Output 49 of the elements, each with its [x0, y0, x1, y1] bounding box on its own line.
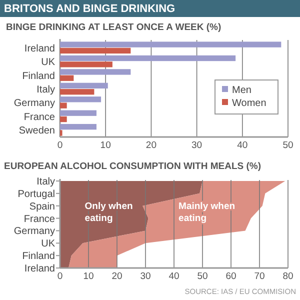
- x-tick-label: 0: [57, 271, 63, 282]
- legend-label: Men: [232, 85, 252, 96]
- y-tick-label: Finland: [22, 251, 55, 262]
- x-tick-label: 20: [146, 140, 156, 151]
- x-tick-label: 30: [192, 140, 202, 151]
- bar: [60, 89, 94, 95]
- y-tick-label: UK: [41, 238, 56, 250]
- y-tick-label: Italy: [36, 176, 55, 188]
- x-tick-label: 40: [237, 140, 248, 151]
- x-tick-label: 0: [57, 140, 63, 151]
- y-tick-label: Sweden: [18, 126, 55, 137]
- bar: [60, 75, 74, 81]
- bar: [60, 69, 131, 75]
- y-tick-label: France: [24, 214, 56, 225]
- chart-title: BRITONS AND BINGE DRINKING: [4, 3, 176, 15]
- y-tick-label: Finland: [22, 70, 55, 82]
- y-tick-label: Portugal: [18, 188, 55, 200]
- x-tick-label: 60: [226, 271, 236, 282]
- x-tick-label: 20: [112, 271, 122, 282]
- bar: [60, 55, 236, 62]
- x-tick-label: 40: [168, 271, 180, 282]
- y-tick-label: France: [24, 112, 56, 123]
- x-tick-label: 50: [197, 271, 208, 282]
- bar: [60, 62, 112, 68]
- y-tick-label: UK: [41, 57, 56, 68]
- x-tick-label: 80: [282, 271, 294, 282]
- bar: [60, 42, 282, 48]
- bar: [60, 116, 67, 122]
- x-tick-label: 10: [100, 140, 111, 151]
- bar: [60, 110, 96, 116]
- bar: [60, 124, 96, 130]
- y-tick-label: Italy: [36, 84, 55, 96]
- series-label: Only when eating: [84, 201, 134, 224]
- x-tick-label: 50: [282, 140, 294, 151]
- x-tick-label: 70: [254, 271, 265, 282]
- chart-subtitle: BINGE DRINKING AT LEAST ONCE A WEEK (%): [6, 22, 222, 33]
- y-tick-label: Spain: [29, 201, 55, 212]
- bar: [60, 48, 131, 54]
- y-tick-label: Ireland: [24, 264, 55, 274]
- y-tick-label: Germany: [14, 98, 55, 110]
- chart-title: EUROPEAN ALCOHOL CONSUMPTION WITH MEALS (%): [4, 161, 262, 172]
- x-tick-label: 10: [83, 271, 94, 282]
- bar: [60, 96, 102, 102]
- bar: [60, 102, 67, 108]
- y-tick-label: Ireland: [24, 43, 55, 54]
- x-tick-label: 30: [140, 271, 151, 282]
- legend-label: Women: [232, 98, 266, 109]
- y-tick-label: Germany: [14, 226, 55, 238]
- bar: [60, 82, 108, 88]
